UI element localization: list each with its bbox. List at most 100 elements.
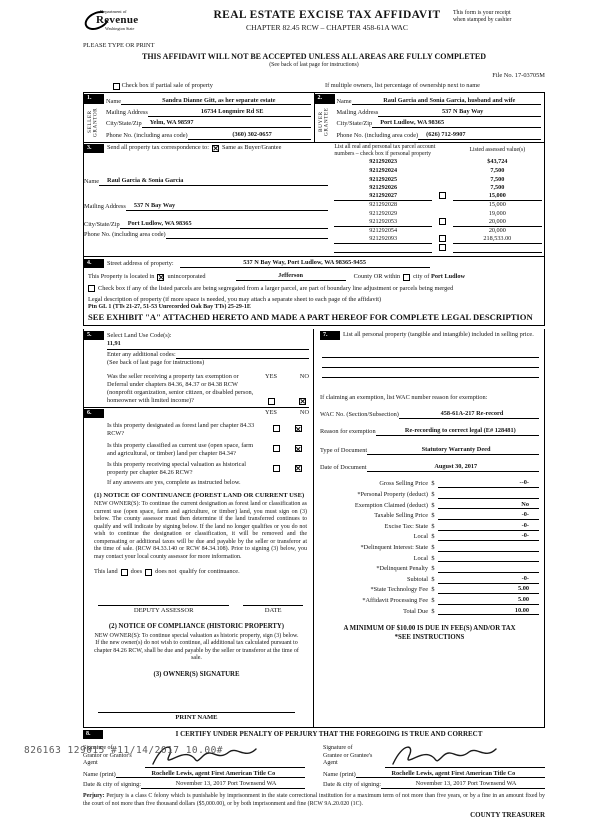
parcel-row: 921292027 15,000 xyxy=(334,192,542,201)
print-name-line[interactable] xyxy=(98,705,295,714)
exemption-no-checkbox[interactable] xyxy=(299,397,306,406)
parcel-row: 921292053 20,000 xyxy=(334,218,542,227)
fee-value[interactable]: 5.00 xyxy=(438,585,539,595)
grantee-signature-block: Signature of Grantee or Grantee's Agent … xyxy=(323,745,545,790)
exemption-yes-checkbox[interactable] xyxy=(268,397,275,405)
forest-land-question: Is this property designated as forest la… xyxy=(107,422,255,437)
fee-row: Gross Selling Price $ --0- xyxy=(320,478,539,489)
s3-city-value[interactable]: Port Ludlow, WA 98365 xyxy=(119,220,329,229)
buyer-mailing-value[interactable]: 537 N Bay Way xyxy=(378,108,541,117)
see-back-note-2: (See back of last page for instructions) xyxy=(107,359,205,367)
segregated-checkbox[interactable] xyxy=(88,285,95,293)
wac-no-value[interactable]: 458-61A-217 Re-record xyxy=(398,410,539,420)
buyer-phone-value[interactable]: (626) 712-9907 xyxy=(418,131,541,140)
seller-section: 1. SELLER GRANTOR Name Sandra Dianne Gitt,… xyxy=(84,93,314,141)
seller-mailing-value[interactable]: 16734 Longmire Rd SE xyxy=(147,108,311,117)
seller-phone-value[interactable]: (360) 302-0657 xyxy=(187,131,311,140)
cashier-receipt-stamp: 826163 129015 #11/14/2017 10.00# xyxy=(24,745,224,756)
section-4-badge: 4. xyxy=(84,258,104,269)
forest-yes-checkbox[interactable] xyxy=(272,425,280,433)
middle-two-columns: 5. Select Land Use Code(s): 11,91 Enter … xyxy=(83,328,545,728)
s3-mailing-label: Mailing Address xyxy=(84,202,126,210)
if-claiming-exemption-label: If claiming an exemption, list WAC numbe… xyxy=(320,394,488,402)
partial-sale-checkbox[interactable] xyxy=(113,82,120,90)
fee-row: *Delinquent Interest: State $ xyxy=(320,541,539,552)
notice-compliance-body: NEW OWNER(S): To continue special valuat… xyxy=(94,632,299,662)
fee-value[interactable] xyxy=(438,544,539,552)
historic-no-checkbox[interactable] xyxy=(294,464,302,474)
historic-yes-checkbox[interactable] xyxy=(272,464,280,472)
fee-row: Total Due $10.00 xyxy=(320,605,539,616)
fee-value[interactable]: -0- xyxy=(438,575,539,584)
land-use-label: Select Land Use Code(s): xyxy=(107,331,172,339)
additional-codes-value[interactable] xyxy=(175,351,309,360)
personal-property-input-line[interactable] xyxy=(322,368,539,379)
buyer-city-value[interactable]: Port Ludlow, WA 98365 xyxy=(372,119,541,129)
s3-mailing-value[interactable]: 537 N Bay Way xyxy=(125,202,329,211)
fee-value[interactable]: 5.00 xyxy=(438,596,539,605)
fee-value[interactable]: -0- xyxy=(438,522,539,531)
does-qualify-checkbox[interactable] xyxy=(120,568,128,576)
seller-phone-label: Phone No. (including area code) xyxy=(106,131,188,139)
seller-name-value[interactable]: Sandra Dianne Gitt, as her separate esta… xyxy=(121,97,311,106)
located-in-label: This Property is located in xyxy=(88,273,155,281)
land-use-codes-value[interactable]: 11,91 xyxy=(107,340,309,351)
personal-property-checkbox[interactable] xyxy=(438,192,446,200)
fee-value[interactable] xyxy=(438,554,539,563)
date-of-document-value[interactable]: August 30, 2017 xyxy=(366,463,539,472)
does-not-qualify-checkbox[interactable] xyxy=(145,568,153,576)
same-as-buyer-checkbox[interactable] xyxy=(211,144,219,154)
street-address-value[interactable]: 537 N Bay Way, Port Ludlow, WA 98365-945… xyxy=(179,259,430,269)
city-name-value: Port Ludlow xyxy=(430,273,466,281)
notice-compliance-title: (2) NOTICE OF COMPLIANCE (HISTORIC PROPE… xyxy=(108,623,285,631)
fee-row: Excise Tax: State $ -0- xyxy=(320,520,539,531)
s3-city-label: City/State/Zip xyxy=(84,220,120,228)
personal-property-input-line[interactable] xyxy=(322,348,539,359)
grantee-name-print-value[interactable]: Rochelle Lewis, agent First American Tit… xyxy=(355,770,545,779)
grantee-date-city-value[interactable]: November 13, 2017 Port Townsend WA xyxy=(381,780,545,790)
legal-description-label: Legal description of property (if more s… xyxy=(88,295,382,303)
logo-department-text: Department of xyxy=(100,9,127,14)
unincorporated-checkbox[interactable] xyxy=(157,273,165,283)
fee-value[interactable] xyxy=(438,491,539,499)
fee-row: Taxable Selling Price $ -0- xyxy=(320,509,539,521)
fee-value[interactable]: -0- xyxy=(438,532,539,542)
s3-name-value[interactable]: Raul Garcia & Sonia Garcia xyxy=(99,177,329,186)
fee-value[interactable]: No xyxy=(438,501,539,510)
print-name-label: PRINT NAME xyxy=(175,714,218,722)
logo-revenue-text: Revenue xyxy=(96,14,139,26)
fee-value[interactable] xyxy=(438,565,539,573)
forest-no-checkbox[interactable] xyxy=(294,425,302,434)
personal-property-checkbox[interactable] xyxy=(438,235,446,243)
certification-section: 8. I CERTIFY UNDER PENALTY OF PERJURY TH… xyxy=(83,729,545,820)
multiple-owners-note: If multiple owners, list percentage of o… xyxy=(325,82,480,90)
buyer-name-value[interactable]: Raul Garcia and Sonia Garcia, husband an… xyxy=(351,97,541,106)
fee-value[interactable]: --0- xyxy=(438,479,539,489)
grantor-signature-line[interactable] xyxy=(145,746,305,768)
fee-value[interactable]: -0- xyxy=(438,511,539,521)
personal-property-input-line[interactable] xyxy=(322,358,539,369)
date-label: DATE xyxy=(264,607,282,615)
reason-exemption-value[interactable]: Re-recording to correct legal (E# 128481… xyxy=(375,427,539,436)
grantee-signature-line[interactable] xyxy=(385,746,545,768)
reet-affidavit-form: Department of Revenue Washington State P… xyxy=(81,7,545,820)
fee-value[interactable]: 10.00 xyxy=(438,607,539,616)
property-location-section: 4. Street address of property: 537 N Bay… xyxy=(83,256,545,326)
current-use-yes-checkbox[interactable] xyxy=(272,445,280,453)
parcel-row: 921292029 19,000 xyxy=(369,209,506,217)
legal-description-line1: Ptn GL 1 (TTs 21-27, 51-53 Unrecorded Oa… xyxy=(88,303,251,310)
deputy-date-line[interactable] xyxy=(243,598,303,607)
city-checkbox[interactable] xyxy=(403,273,411,281)
current-use-no-checkbox[interactable] xyxy=(294,445,302,454)
type-of-document-value[interactable]: Statutory Warranty Deed xyxy=(367,446,539,455)
deputy-assessor-signature-line[interactable] xyxy=(98,598,230,607)
grantor-name-print-value[interactable]: Rochelle Lewis, agent First American Tit… xyxy=(115,770,305,779)
personal-property-checkbox[interactable] xyxy=(438,218,446,226)
county-name-value[interactable]: Jefferson xyxy=(235,272,346,281)
seller-city-label: City/State/Zip xyxy=(106,120,142,128)
personal-property-checkbox[interactable] xyxy=(438,243,446,251)
buyer-mailing-label: Mailing Address xyxy=(336,108,379,116)
seller-city-value[interactable]: Yelm, WA 98597 xyxy=(141,119,311,129)
grantor-date-city-value[interactable]: November 13, 2017 Port Townsend WA xyxy=(141,780,305,790)
s3-phone-value[interactable] xyxy=(165,231,329,239)
